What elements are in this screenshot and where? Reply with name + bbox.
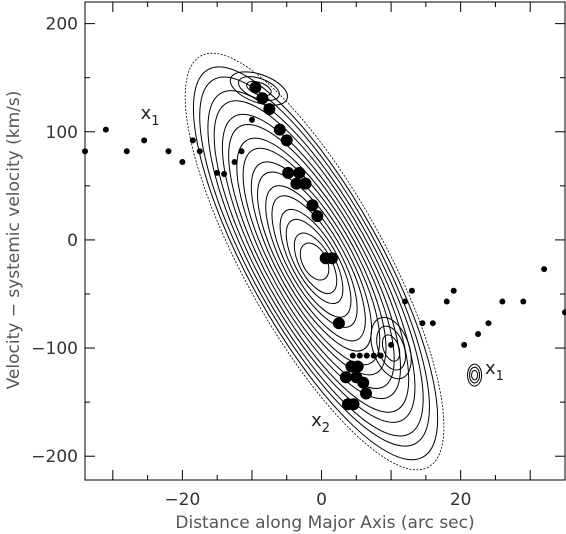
- annotation-label: x1: [485, 358, 504, 384]
- x-tick-label: −20: [164, 490, 200, 510]
- small-data-point: [461, 341, 468, 348]
- small-data-point: [141, 137, 148, 144]
- large-data-point: [332, 317, 345, 330]
- small-data-point: [102, 126, 109, 133]
- contour-level: [184, 52, 445, 471]
- contour-level: [471, 369, 479, 381]
- annotation-label: x2: [311, 410, 330, 436]
- x-tick-label: 20: [450, 490, 472, 510]
- contour-level: [221, 113, 410, 413]
- contour-level: [257, 171, 373, 352]
- small-data-point: [356, 352, 363, 359]
- small-data-point: [402, 298, 408, 305]
- small-data-point: [408, 287, 415, 294]
- small-data-point: [231, 159, 238, 166]
- contour-level: [271, 195, 358, 328]
- large-data-point: [360, 387, 373, 400]
- contour-level: [376, 325, 406, 371]
- small-data-point: [499, 298, 506, 305]
- contour-level: [469, 366, 481, 384]
- contour-level: [207, 90, 424, 437]
- contour-level: [236, 137, 395, 389]
- y-tick-label: 100: [46, 123, 78, 143]
- contour-level: [199, 76, 430, 447]
- contour-level: [381, 334, 401, 362]
- small-data-point: [443, 298, 450, 305]
- x-tick-label: 0: [316, 490, 327, 510]
- plot-frame: [84, 1, 566, 481]
- small-data-point: [377, 352, 384, 359]
- small-data-point: [388, 341, 395, 348]
- large-data-point: [299, 177, 312, 190]
- intensity-contours: [184, 52, 483, 471]
- small-data-point: [196, 148, 203, 155]
- y-tick-label: 200: [46, 15, 78, 35]
- large-data-point: [350, 371, 363, 384]
- large-data-point: [290, 177, 303, 190]
- contour-level: [279, 208, 352, 318]
- large-data-point: [311, 210, 324, 223]
- large-data-point: [293, 166, 306, 179]
- y-tick-label: −100: [31, 339, 78, 359]
- contour-level: [228, 124, 401, 400]
- large-data-point: [351, 360, 364, 373]
- small-data-point: [238, 148, 245, 155]
- contour-level: [250, 161, 381, 366]
- contour-level: [192, 66, 439, 461]
- contour-level: [285, 219, 344, 305]
- small-data-point: [419, 320, 426, 327]
- small-data-point: [370, 352, 377, 359]
- contour-level: [229, 71, 289, 106]
- large-data-point: [249, 81, 262, 94]
- small-data-point: [450, 287, 457, 294]
- contour-level: [467, 363, 483, 387]
- contour-level: [213, 100, 416, 423]
- small-data-point: [179, 159, 186, 166]
- contour-level: [237, 76, 280, 101]
- large-data-point: [273, 123, 286, 136]
- small-data-point: [214, 169, 221, 176]
- large-data-point: [325, 252, 338, 265]
- small-data-point: [485, 320, 492, 327]
- small-data-point: [349, 352, 356, 359]
- axis-ticks: [85, 2, 565, 480]
- contour-level: [265, 185, 366, 342]
- large-data-point: [256, 92, 269, 105]
- small-data-point: [541, 266, 548, 273]
- y-tick-label: −200: [31, 447, 78, 467]
- small-data-point: [189, 137, 196, 144]
- small-data-point: [429, 320, 436, 327]
- y-tick-label: 0: [67, 231, 78, 251]
- y-axis-label: Velocity − systemic velocity (km/s): [4, 91, 24, 390]
- data-points: [82, 81, 566, 411]
- large-data-point: [263, 103, 276, 116]
- small-data-point: [123, 148, 130, 155]
- large-data-point: [347, 398, 360, 411]
- large-data-point: [306, 199, 319, 212]
- small-data-point: [520, 298, 527, 305]
- large-data-point: [282, 166, 295, 179]
- small-data-point: [363, 352, 370, 359]
- small-data-point: [248, 116, 255, 123]
- small-data-point: [221, 170, 228, 177]
- annotation-label: x1: [141, 103, 160, 129]
- annotations: x1 x1 x2: [141, 103, 504, 436]
- small-data-point: [165, 148, 172, 155]
- large-data-point: [280, 134, 293, 147]
- small-data-point: [475, 331, 482, 338]
- contour-level: [242, 147, 387, 376]
- contour-level: [246, 80, 272, 97]
- large-data-point: [339, 371, 352, 384]
- x-axis-label: Distance along Major Axis (arc sec): [175, 513, 474, 533]
